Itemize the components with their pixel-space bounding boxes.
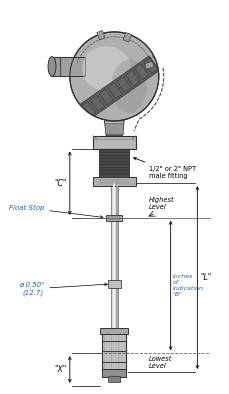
Polygon shape [104, 121, 124, 136]
Bar [102, 331, 126, 372]
Bar [93, 177, 136, 186]
Bar [99, 149, 129, 183]
Bar [108, 83, 122, 98]
Text: Highest
Level: Highest Level [149, 197, 174, 210]
Bar [108, 376, 120, 382]
Bar [93, 136, 136, 149]
Bar [113, 183, 115, 353]
Text: "C": "C" [55, 178, 67, 188]
Bar [72, 108, 87, 124]
Bar [126, 70, 140, 86]
Bar [108, 216, 120, 220]
Text: ø 0.50"
(12.7): ø 0.50" (12.7) [19, 282, 107, 296]
Bar [123, 32, 131, 42]
Text: Lowest
Level: Lowest Level [149, 356, 172, 369]
Bar [99, 89, 113, 105]
Text: "L": "L" [200, 273, 212, 282]
Text: Inches
of
Indication
"B": Inches of Indication "B" [173, 274, 204, 297]
Bar [90, 95, 104, 111]
Bar [101, 329, 128, 335]
Text: "X": "X" [55, 365, 67, 374]
Bar [144, 58, 158, 74]
Bar [102, 369, 126, 377]
Circle shape [70, 32, 159, 121]
Ellipse shape [82, 46, 131, 91]
Bar [69, 56, 160, 126]
Text: Float Stop: Float Stop [9, 205, 103, 218]
Bar [145, 61, 154, 69]
Bar [81, 101, 95, 117]
Bar [106, 215, 122, 221]
Ellipse shape [48, 57, 56, 76]
Bar [117, 76, 131, 92]
Bar [111, 183, 118, 353]
Bar [116, 183, 118, 353]
Bar [153, 52, 167, 67]
Bar [52, 57, 85, 76]
Bar [105, 123, 123, 134]
Ellipse shape [111, 59, 147, 113]
Bar [108, 280, 121, 288]
Bar [135, 64, 149, 80]
Text: 1/2" or 2" NPT
male fitting: 1/2" or 2" NPT male fitting [134, 158, 196, 179]
Bar [97, 30, 105, 40]
